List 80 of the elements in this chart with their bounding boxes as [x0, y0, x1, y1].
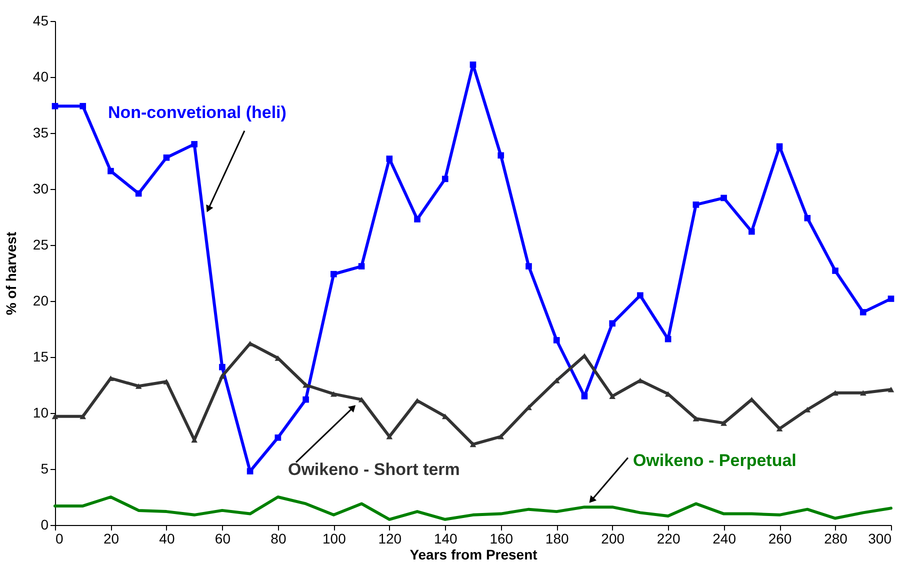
- point: [664, 336, 672, 342]
- y-tick-label: 15: [32, 348, 49, 364]
- x-tick-label: 20: [103, 530, 120, 546]
- x-tick-label: 60: [214, 530, 231, 546]
- point: [776, 143, 783, 150]
- point: [888, 386, 894, 392]
- point: [470, 442, 476, 448]
- point: [330, 391, 337, 397]
- text: Owikeno - Perpetual: [632, 451, 796, 470]
- point: [776, 426, 783, 432]
- y-tick-label: 0: [40, 516, 49, 532]
- y-axis-title: % of harvest: [2, 232, 19, 316]
- line-series: [52, 340, 894, 448]
- x-tick-label: 180: [545, 530, 569, 546]
- x-tick-label: 120: [378, 530, 402, 546]
- point: [386, 156, 393, 162]
- point: [748, 228, 755, 235]
- point: [860, 309, 866, 316]
- line-series: [54, 496, 892, 521]
- y-tick-label: 30: [32, 180, 49, 196]
- y-tick-label: 10: [32, 404, 49, 420]
- point: [274, 434, 282, 441]
- point: [219, 373, 226, 379]
- point: [470, 62, 476, 68]
- point: [609, 320, 616, 327]
- point: [888, 296, 894, 302]
- x-tick-label: 240: [712, 530, 736, 546]
- x-tick-label: 40: [159, 530, 175, 546]
- y-tick-label: 20: [32, 292, 49, 308]
- point: [442, 176, 448, 182]
- point: [80, 102, 86, 110]
- series-label: Owikeno - Short term: [288, 460, 460, 480]
- point: [135, 190, 142, 197]
- point: [692, 202, 700, 208]
- point: [720, 420, 727, 426]
- point: [191, 141, 198, 148]
- series-label: Non-convetional (heli): [108, 102, 286, 122]
- point: [52, 102, 58, 110]
- point: [526, 263, 532, 270]
- y-tick-label: 40: [32, 68, 49, 84]
- point: [609, 393, 616, 399]
- x-tick-label: 260: [768, 530, 792, 546]
- point: [804, 214, 811, 222]
- x-tick-label: 140: [434, 530, 458, 546]
- x-tick-label: 0: [56, 530, 64, 546]
- x-tick-label: 300: [868, 530, 892, 546]
- y-tick-label: 5: [40, 460, 49, 476]
- point: [246, 468, 254, 474]
- point: [52, 414, 58, 420]
- point: [414, 216, 420, 222]
- x-tick-label: 80: [270, 530, 286, 546]
- point: [860, 390, 866, 396]
- point: [553, 337, 560, 344]
- point: [498, 434, 504, 440]
- point: [302, 396, 309, 403]
- point: [498, 152, 504, 159]
- point: [386, 434, 393, 440]
- y-tick-label: 35: [32, 124, 49, 140]
- point: [302, 382, 309, 388]
- point: [108, 168, 114, 174]
- point: [720, 194, 727, 202]
- point: [219, 364, 226, 370]
- point: [163, 378, 170, 384]
- point: [832, 268, 838, 274]
- y-tick-label: 45: [32, 12, 49, 28]
- point: [581, 393, 588, 400]
- x-tick-label: 100: [322, 530, 346, 546]
- point: [135, 383, 142, 389]
- point: [330, 270, 337, 278]
- point: [163, 154, 170, 161]
- y-tick-label: 25: [32, 236, 49, 252]
- point: [692, 416, 700, 422]
- x-tick-label: 160: [490, 530, 514, 546]
- x-tick-label: 200: [601, 530, 625, 546]
- point: [637, 292, 644, 299]
- point: [80, 414, 86, 420]
- x-tick-label: 280: [824, 530, 848, 546]
- x-tick-label: 220: [656, 530, 680, 546]
- point: [358, 263, 365, 270]
- x-axis-title: Years from Present: [410, 546, 538, 562]
